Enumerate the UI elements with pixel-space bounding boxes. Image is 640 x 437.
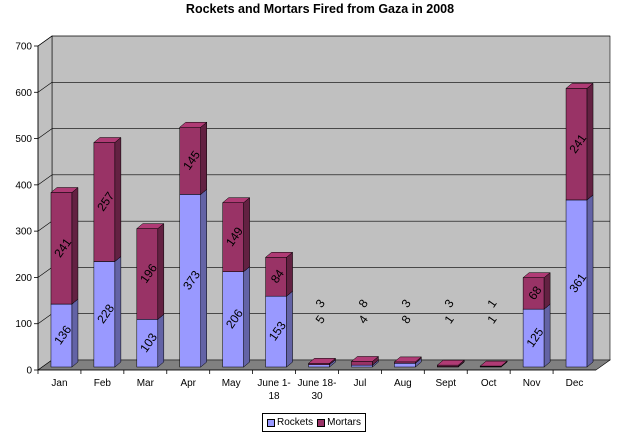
bar-side-rockets (543, 303, 551, 368)
bar-top-mortars (436, 359, 465, 366)
x-tick-label: Apr (180, 378, 196, 389)
x-axis-ticks: Jan Feb Mar Apr May June 1- 18 June 18- 30 Jul Aug… (37, 370, 584, 402)
bar-top-mortars (307, 358, 337, 364)
side-wall (37, 35, 53, 371)
bar-rockets (308, 364, 330, 368)
bar-side-mortars (200, 121, 207, 195)
legend-label-mortars: Mortars (327, 417, 362, 428)
legend-swatch-rockets (267, 418, 275, 427)
y-tick-label: 100 (15, 319, 32, 330)
bar-top-mortars (350, 356, 380, 362)
bar-top-mortars (93, 137, 122, 143)
bar-mortars (351, 361, 373, 366)
bar-side-mortars (243, 197, 250, 273)
gridline-side (37, 82, 53, 93)
legend-label-rockets: Rockets (277, 417, 314, 428)
x-tick-label: Sept (435, 378, 456, 389)
x-tick-label: June 18- (298, 378, 337, 389)
x-tick-label: Feb (94, 378, 112, 389)
bar-side-rockets (286, 290, 293, 368)
legend: Rockets Mortars (262, 413, 367, 432)
bar-top-mortars (136, 223, 165, 229)
bar-side-rockets (157, 313, 165, 368)
bar-side-mortars (114, 136, 122, 263)
bar-side-rockets (586, 194, 594, 368)
bar-side-mortars (543, 272, 551, 310)
legend-item-rockets: Rockets (267, 417, 313, 428)
x-tick-label: 30 (311, 391, 323, 402)
y-tick-label: 700 (15, 42, 32, 53)
y-tick-label: 0 (26, 366, 32, 377)
gridlines (37, 35, 610, 324)
bar-top-mortars (479, 360, 508, 367)
y-tick-label: 200 (15, 273, 32, 284)
gridline-side (37, 313, 53, 324)
bar-side-rockets (243, 266, 250, 368)
y-tick-label: 400 (15, 180, 32, 191)
bar-side-mortars (586, 82, 594, 201)
bar-top-mortars (221, 197, 251, 203)
bar-rockets (351, 364, 373, 368)
legend-item-mortars: Mortars (317, 417, 361, 428)
gridline-side (37, 35, 53, 47)
bar-top-mortars (393, 356, 423, 363)
y-tick-label: 500 (15, 134, 32, 145)
bar-side-rockets (71, 298, 79, 368)
gridline-side (37, 267, 53, 278)
bar-stacks (50, 82, 594, 368)
bar-top-mortars (179, 121, 208, 128)
x-tick-label: Aug (394, 378, 412, 389)
x-tick-label: 18 (269, 391, 281, 402)
bar-side-rockets (200, 188, 207, 368)
bar-top-mortars (50, 187, 79, 193)
x-tick-label: June 1- (257, 378, 290, 389)
gridline-side (37, 174, 53, 186)
bar-top-mortars (565, 83, 594, 89)
x-tick-label: Mar (137, 378, 155, 389)
y-tick-label: 600 (15, 88, 32, 99)
bar-rockets (394, 363, 416, 368)
bar-side-mortars (286, 251, 293, 297)
x-tick-label: Jan (51, 378, 67, 389)
bar-side-mortars (157, 223, 165, 320)
gridline-side (37, 220, 53, 232)
y-axis-ticks: 0 100 200 300 400 500 600 700 (15, 42, 38, 377)
bar-side-rockets (114, 255, 122, 368)
x-tick-label: Dec (566, 378, 584, 389)
legend-swatch-mortars (317, 418, 326, 427)
bar-top-mortars (264, 252, 294, 258)
chart-title: Rockets and Mortars Fired from Gaza in 2… (185, 2, 455, 16)
x-tick-label: May (222, 378, 241, 389)
x-tick-label: Jul (354, 378, 367, 389)
x-tick-label: Nov (523, 378, 541, 389)
bar-top-mortars (522, 272, 551, 278)
x-tick-label: Oct (481, 378, 497, 389)
bar-side-mortars (71, 186, 79, 305)
y-tick-label: 300 (15, 227, 32, 238)
gridline-side (37, 128, 53, 139)
